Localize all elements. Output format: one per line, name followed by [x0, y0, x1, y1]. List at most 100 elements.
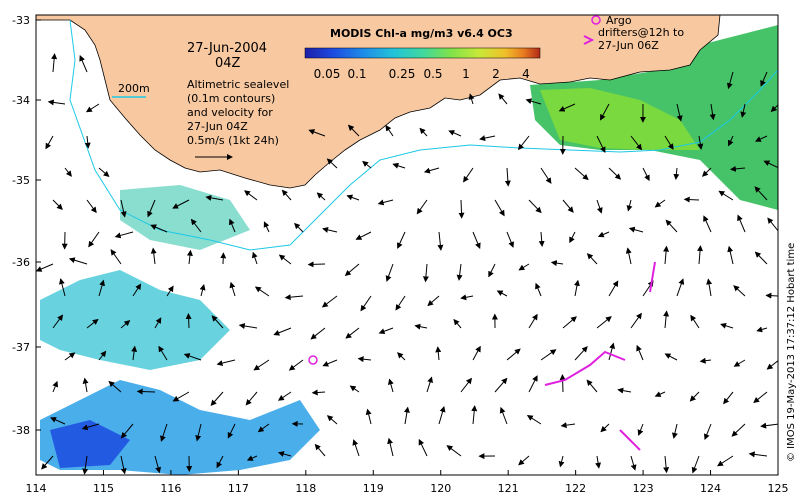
velocity-arrow: [365, 408, 372, 425]
velocity-arrow: [690, 314, 700, 329]
velocity-arrow: [498, 93, 508, 105]
x-tick-label: 123: [633, 482, 654, 495]
velocity-arrow: [437, 231, 444, 251]
velocity-arrow: [352, 439, 360, 457]
velocity-arrow: [737, 214, 746, 233]
velocity-arrow: [172, 199, 190, 209]
velocity-arrow: [494, 377, 508, 393]
velocity-arrow: [663, 245, 670, 265]
velocity-arrow: [703, 215, 712, 233]
chl-patch-west-2: [40, 270, 230, 370]
velocity-arrow: [763, 160, 778, 169]
velocity-arrow: [630, 135, 643, 151]
y-tick-label: -33: [12, 14, 30, 27]
velocity-arrow: [597, 231, 610, 238]
velocity-arrow: [720, 322, 734, 329]
argo-float-marker: [308, 355, 318, 365]
velocity-arrow: [108, 380, 122, 393]
velocity-arrow: [403, 406, 410, 425]
velocity-arrow: [136, 388, 156, 395]
velocity-arrow: [154, 455, 162, 474]
velocity-arrow: [345, 327, 360, 339]
desc-line-2: and velocity for: [187, 106, 273, 119]
velocity-arrow: [740, 103, 747, 118]
velocity-arrow: [273, 327, 292, 336]
desc-line-4: 0.5m/s (1kt 24h): [187, 134, 279, 147]
velocity-arrow: [460, 377, 473, 393]
credit-text: © IMOS 19-May-2013 17:37:12 Hobart time: [786, 243, 797, 462]
velocity-arrow: [377, 199, 394, 206]
velocity-arrow: [518, 455, 530, 466]
velocity-arrow: [506, 348, 521, 361]
velocity-arrow: [45, 135, 54, 150]
argo-legend-arrow: [583, 35, 595, 45]
velocity-arrow: [550, 260, 564, 267]
velocity-arrow: [281, 189, 292, 201]
velocity-arrow: [322, 359, 338, 367]
velocity-arrow: [663, 455, 670, 474]
velocity-arrow: [190, 218, 202, 233]
velocity-arrow: [525, 98, 542, 105]
x-tick-label: 119: [363, 482, 384, 495]
velocity-arrow: [468, 93, 475, 105]
velocity-arrow: [676, 278, 685, 297]
velocity-arrow: [414, 323, 428, 330]
argo-line-1: drifters@12h to: [598, 26, 684, 39]
velocity-arrow: [766, 360, 778, 370]
velocity-arrow: [150, 247, 157, 265]
velocity-arrow: [357, 356, 372, 363]
velocity-arrow: [709, 103, 716, 121]
velocity-arrow: [760, 422, 778, 429]
velocity-arrow: [131, 345, 138, 361]
velocity-arrow: [596, 316, 612, 329]
velocity-arrow: [88, 231, 100, 248]
argo-track-1: [544, 350, 626, 386]
x-axis: 114 115 116 117 118 119 120 121 122 123 124 125: [26, 470, 789, 495]
velocity-arrow: [150, 224, 168, 233]
velocity-arrow: [479, 135, 496, 142]
velocity-arrow: [227, 423, 236, 439]
velocity-arrow: [277, 391, 292, 401]
velocity-arrow: [36, 263, 54, 272]
velocity-arrow: [496, 290, 508, 297]
velocity-arrow: [448, 130, 462, 137]
x-tick-label: 118: [295, 482, 316, 495]
velocity-arrow: [471, 405, 478, 425]
colorbar-tick-label: 0.5: [423, 67, 442, 81]
velocity-arrow: [64, 352, 76, 361]
velocity-arrow: [654, 199, 666, 208]
velocity-arrow: [562, 316, 577, 329]
velocity-arrow: [311, 389, 326, 396]
velocity-arrow: [199, 284, 206, 297]
velocity-arrow: [528, 313, 538, 329]
velocity-arrow: [456, 263, 463, 281]
velocity-arrow: [689, 391, 700, 402]
velocity-arrow: [186, 249, 193, 265]
velocity-arrow: [697, 245, 704, 265]
velocity-description: Altimetric sealevel (0.1m contours) and …: [187, 78, 289, 160]
velocity-arrow: [642, 167, 650, 182]
velocity-arrow: [726, 71, 734, 90]
velocity-arrow: [385, 124, 394, 137]
velocity-arrow: [211, 315, 224, 329]
velocity-arrow: [322, 226, 338, 233]
velocity-arrow: [427, 295, 440, 307]
velocity-arrow: [321, 295, 338, 308]
velocity-arrow: [82, 455, 89, 475]
contour-legend: 200m: [112, 82, 150, 98]
velocity-arrow: [600, 103, 610, 121]
velocity-arrow: [528, 199, 542, 214]
velocity-arrow: [277, 451, 292, 457]
velocity-arrow: [326, 415, 338, 425]
velocity-arrow: [41, 455, 54, 470]
velocity-arrow: [120, 199, 127, 218]
x-tick-label: 125: [768, 482, 789, 495]
velocity-arrow: [727, 245, 734, 265]
velocity-arrow: [535, 282, 542, 297]
velocity-arrow: [64, 167, 72, 177]
velocity-arrow: [81, 423, 100, 431]
velocity-arrow: [438, 405, 446, 425]
velocity-arrow: [216, 455, 224, 469]
y-tick-label: -34: [12, 94, 30, 107]
velocity-arrow: [228, 218, 236, 233]
